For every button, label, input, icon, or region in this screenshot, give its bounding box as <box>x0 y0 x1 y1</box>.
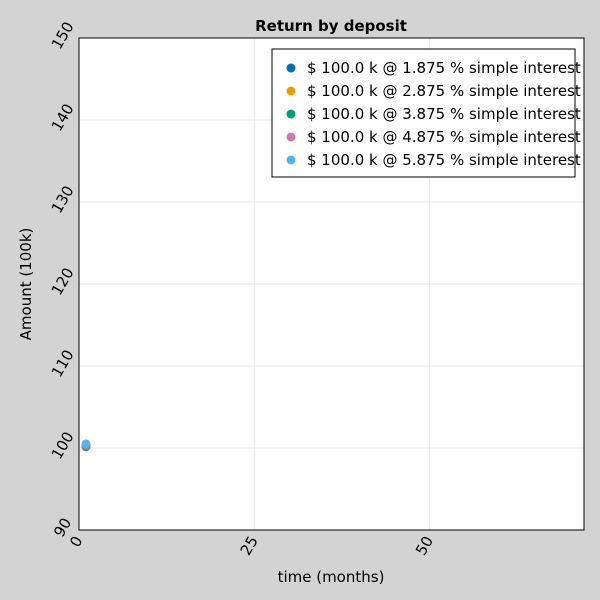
y-tick-label: 110 <box>48 347 78 381</box>
x-tick-label: 25 <box>237 533 262 559</box>
legend-marker <box>286 63 296 73</box>
legend-label: $ 100.0 k @ 1.875 % simple interest <box>307 59 581 77</box>
x-tick-label: 50 <box>412 533 437 559</box>
x-axis-title: time (months) <box>278 568 385 586</box>
y-tick-label: 150 <box>48 19 78 53</box>
legend-label: $ 100.0 k @ 2.875 % simple interest <box>307 82 581 100</box>
data-points <box>81 439 91 452</box>
legend-label: $ 100.0 k @ 4.875 % simple interest <box>307 128 581 146</box>
y-tick-label: 100 <box>48 429 78 463</box>
chart-title: Return by deposit <box>255 17 407 35</box>
legend-marker <box>286 132 296 142</box>
legend-label: $ 100.0 k @ 3.875 % simple interest <box>307 105 581 123</box>
legend-box <box>271 48 576 178</box>
legend-marker <box>286 155 296 165</box>
y-tick-label: 120 <box>48 265 78 299</box>
y-axis-title: Amount (100k) <box>17 228 35 341</box>
legend: $ 100.0 k @ 1.875 % simple interest $ 100… <box>271 48 581 178</box>
legend-marker <box>286 86 296 96</box>
y-tick-label: 130 <box>48 183 78 217</box>
legend-marker <box>286 109 296 119</box>
legend-label: $ 100.0 k @ 5.875 % simple interest <box>307 151 581 169</box>
y-tick-label: 140 <box>48 101 78 135</box>
x-tick-label: 0 <box>66 533 86 550</box>
plot-frame <box>78 37 585 531</box>
data-point <box>81 439 91 449</box>
